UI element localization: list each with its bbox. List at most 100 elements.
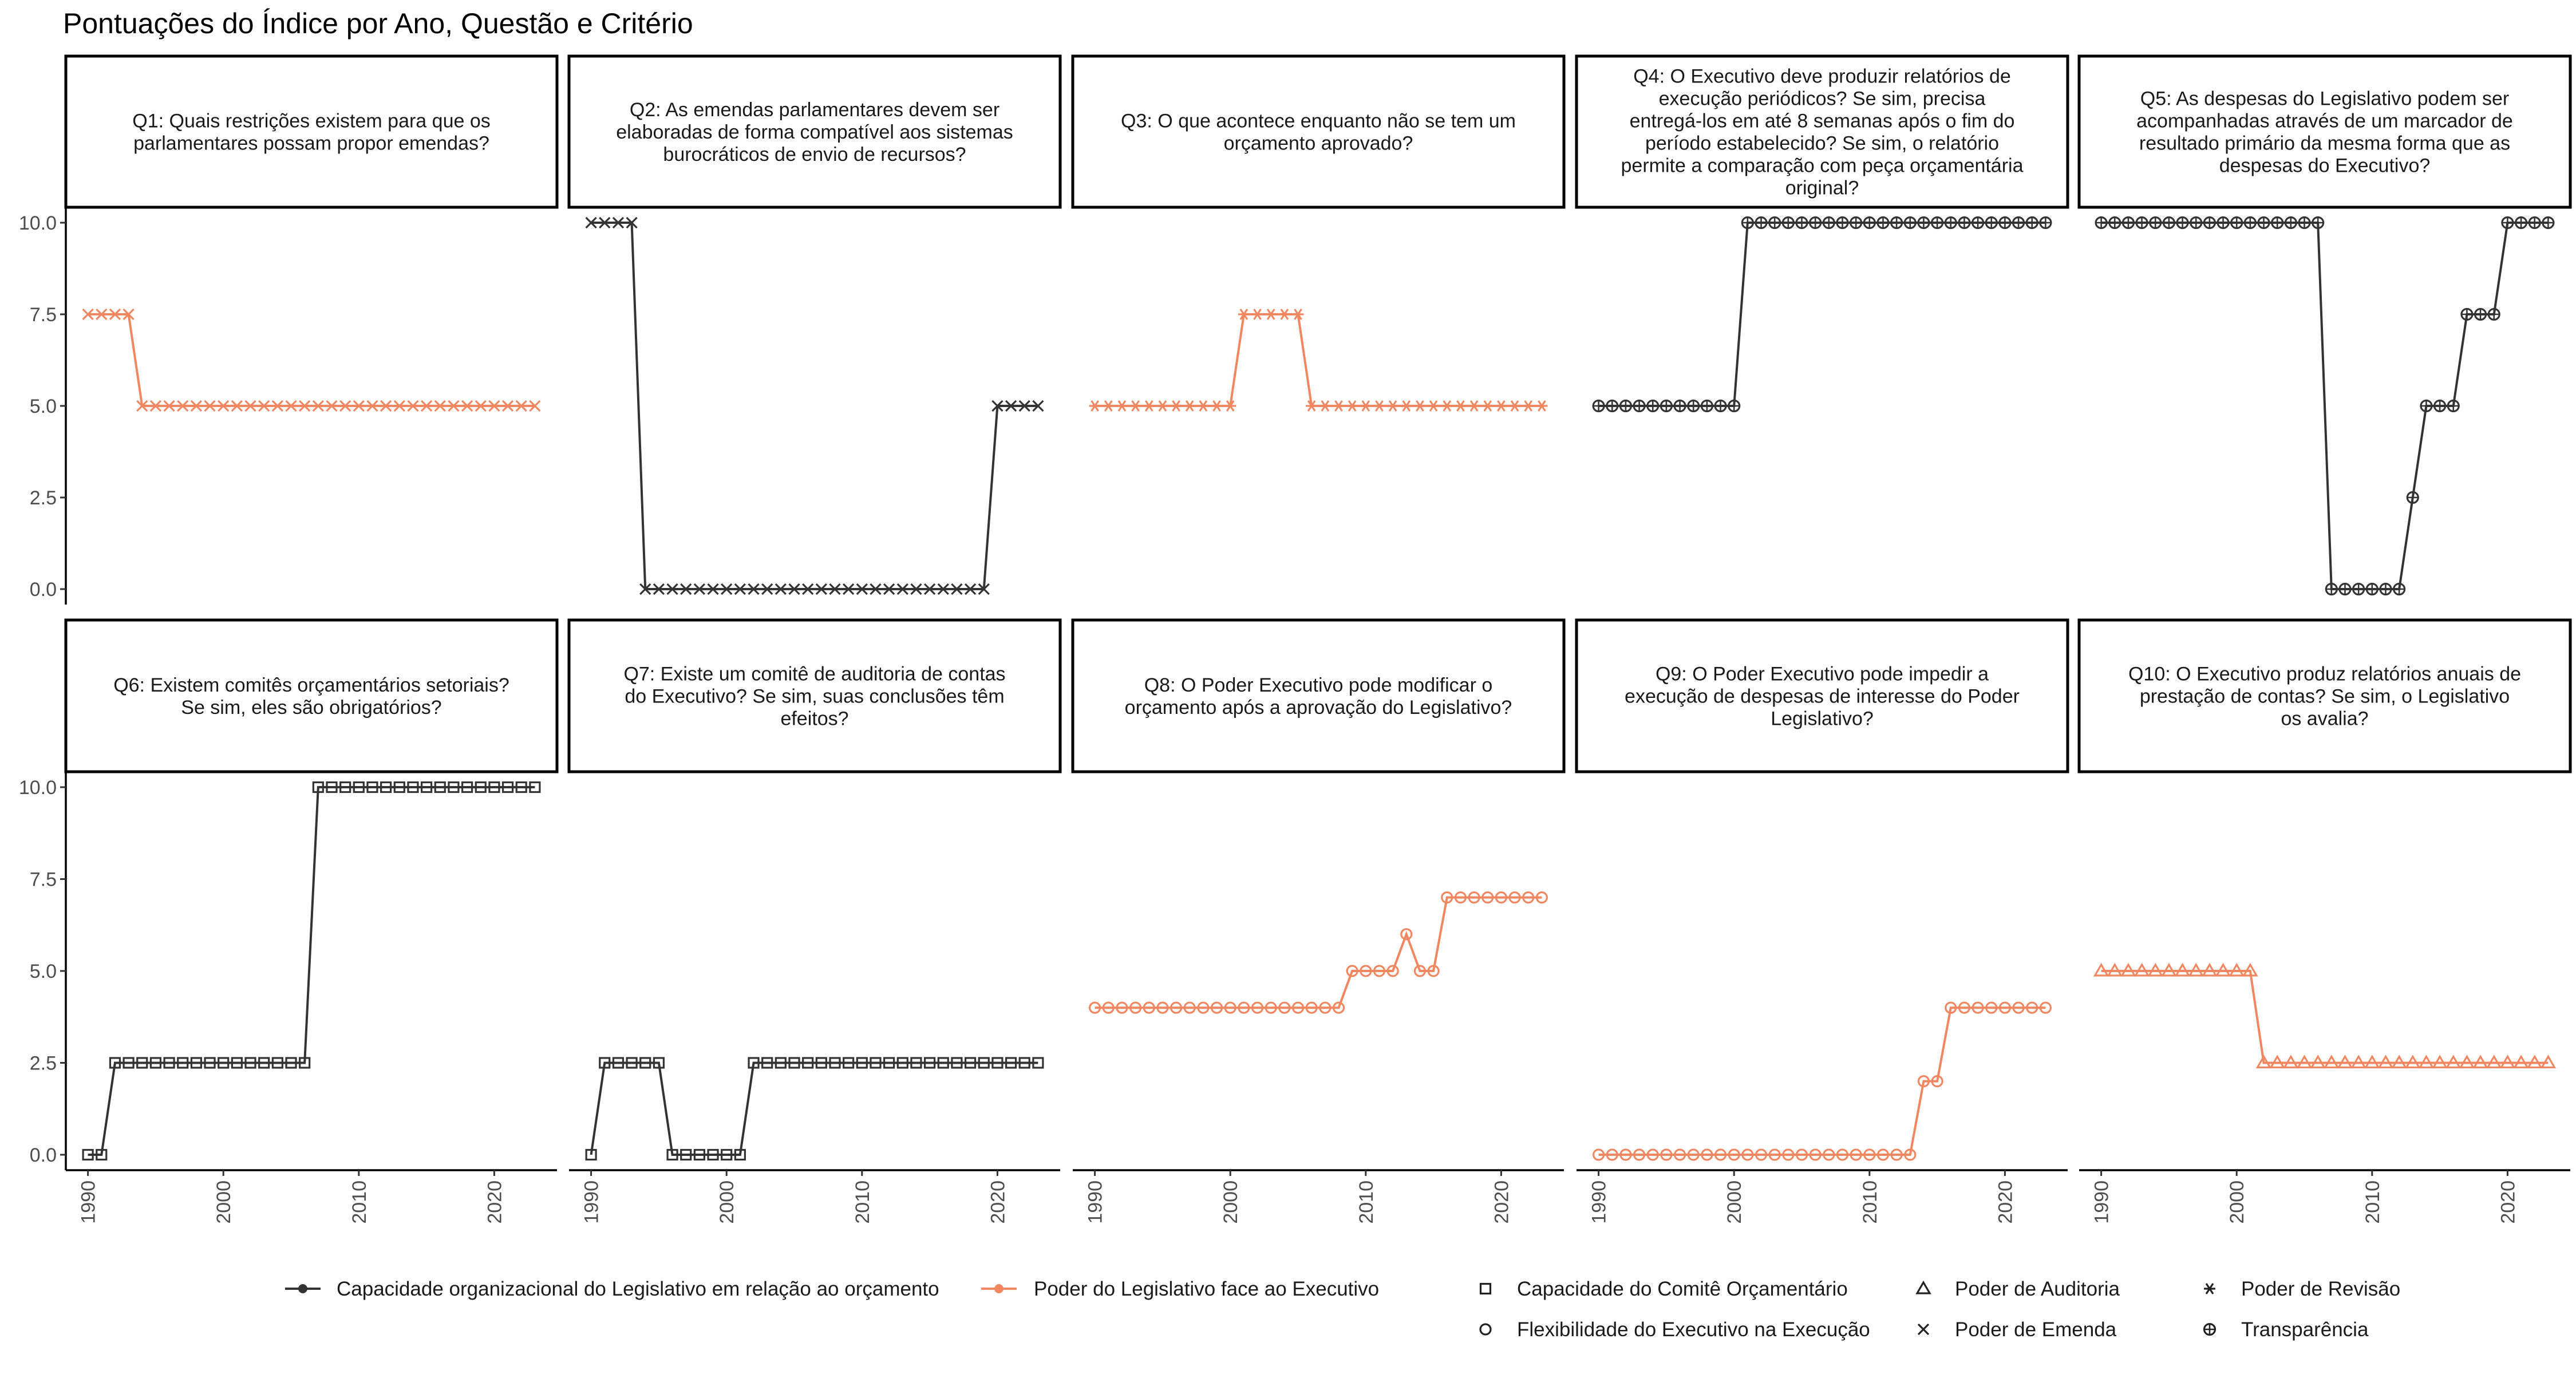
data-point bbox=[96, 1148, 108, 1161]
data-point bbox=[1224, 400, 1236, 412]
data-point bbox=[475, 400, 487, 412]
data-point bbox=[218, 400, 230, 412]
facet-strip-label: Q8: O Poder Executivo pode modificar o or… bbox=[1125, 674, 1512, 718]
data-point bbox=[96, 308, 108, 321]
data-point bbox=[339, 400, 351, 412]
facet-strip bbox=[1575, 618, 2069, 773]
data-point bbox=[271, 400, 283, 412]
data-point bbox=[1701, 1148, 1713, 1161]
legend-key-x bbox=[1917, 1323, 1930, 1336]
data-point bbox=[488, 781, 500, 793]
data-point bbox=[204, 400, 216, 412]
data-point bbox=[896, 583, 908, 595]
data-point bbox=[937, 583, 949, 595]
data-point bbox=[2486, 1055, 2502, 1069]
legend-key-dot bbox=[298, 1284, 307, 1293]
x-tick-label: 2000 bbox=[2226, 1180, 2248, 1224]
legend-item-circle: Flexibilidade do Executivo na Execução bbox=[1479, 1318, 1870, 1341]
data-point bbox=[1319, 1001, 1332, 1014]
data-point bbox=[1183, 1001, 1196, 1014]
data-point bbox=[2188, 962, 2204, 977]
data-point bbox=[2149, 216, 2162, 230]
data-point bbox=[1876, 216, 1890, 230]
data-point bbox=[1714, 1148, 1727, 1161]
data-point bbox=[1646, 1148, 1659, 1161]
legend-item-asterisk: Poder de Revisão bbox=[2204, 1278, 2400, 1300]
data-point bbox=[1170, 400, 1182, 412]
data-point bbox=[1184, 400, 1196, 412]
data-point bbox=[870, 583, 882, 595]
data-point bbox=[1129, 1001, 1142, 1014]
data-point bbox=[448, 400, 460, 412]
data-point bbox=[843, 1057, 855, 1069]
data-point bbox=[1306, 400, 1318, 412]
data-point bbox=[1481, 891, 1494, 904]
data-point bbox=[380, 781, 392, 793]
legend-label: Capacidade organizacional do Legislativo… bbox=[337, 1278, 939, 1300]
x-tick-label: 2000 bbox=[1724, 1180, 1745, 1224]
facet-panel-q6: Q6: Existem comitês orçamentários setori… bbox=[19, 618, 559, 1224]
data-point bbox=[910, 1057, 922, 1069]
data-point bbox=[515, 781, 527, 793]
data-point bbox=[761, 583, 773, 595]
data-point bbox=[1332, 1001, 1345, 1014]
data-point bbox=[1755, 216, 1768, 230]
data-point bbox=[1890, 216, 1903, 230]
facet-panel-q2: Q2: As emendas parlamentares devem ser el… bbox=[567, 54, 1062, 595]
y-tick-label: 2.5 bbox=[30, 1053, 57, 1075]
data-point bbox=[1673, 399, 1686, 413]
data-point bbox=[666, 1148, 678, 1161]
series-line bbox=[1598, 222, 2046, 407]
data-point bbox=[775, 583, 787, 595]
data-point bbox=[964, 1057, 977, 1069]
data-point bbox=[82, 308, 94, 321]
data-point bbox=[1278, 1001, 1291, 1014]
data-point bbox=[1592, 399, 1605, 413]
data-point bbox=[2474, 307, 2487, 321]
data-point bbox=[1495, 400, 1507, 412]
data-point bbox=[2093, 962, 2109, 977]
data-point bbox=[1319, 400, 1331, 412]
facet-panel-q10: Q10: O Executivo produz relatórios anuai… bbox=[2077, 618, 2572, 1224]
x-tick-label: 1990 bbox=[2091, 1180, 2113, 1224]
data-point bbox=[2325, 582, 2338, 596]
data-point bbox=[1509, 400, 1521, 412]
data-point bbox=[312, 400, 324, 412]
data-point bbox=[1741, 1148, 1754, 1161]
data-point bbox=[1333, 400, 1345, 412]
data-point bbox=[1633, 1148, 1646, 1161]
data-point bbox=[1156, 400, 1168, 412]
legend-key-asterisk bbox=[2204, 1283, 2215, 1294]
data-point bbox=[721, 1148, 733, 1161]
data-point bbox=[761, 1057, 773, 1069]
data-point bbox=[1005, 1057, 1017, 1069]
data-point bbox=[2203, 216, 2216, 230]
data-point bbox=[775, 1057, 787, 1069]
data-point bbox=[666, 583, 678, 595]
data-point bbox=[1660, 1148, 1673, 1161]
data-point bbox=[2513, 1055, 2529, 1069]
legend-key-square bbox=[1479, 1282, 1492, 1295]
facet-strip bbox=[1071, 54, 1566, 209]
data-point bbox=[1481, 400, 1494, 412]
data-point bbox=[177, 1057, 189, 1069]
data-point bbox=[380, 400, 392, 412]
data-point bbox=[1904, 1148, 1917, 1161]
chart-title: Pontuações do Índice por Ano, Questão e … bbox=[63, 7, 693, 40]
data-point bbox=[2460, 307, 2474, 321]
data-point bbox=[1890, 1148, 1903, 1161]
data-point bbox=[2108, 216, 2121, 230]
data-point bbox=[2405, 1055, 2421, 1069]
data-point bbox=[2433, 399, 2447, 413]
legend-label: Poder de Emenda bbox=[1955, 1318, 2117, 1341]
data-point bbox=[2310, 1055, 2326, 1069]
data-point bbox=[2161, 962, 2177, 977]
data-point bbox=[123, 1057, 135, 1069]
facet-panel-q4: Q4: O Executivo deve produzir relatórios… bbox=[1575, 54, 2069, 413]
facet-strip-label: Q3: O que acontece enquanto não se tem u… bbox=[1121, 110, 1516, 155]
data-point bbox=[1116, 400, 1128, 412]
data-point bbox=[1619, 1148, 1632, 1161]
data-point bbox=[1850, 216, 1863, 230]
data-point bbox=[1619, 399, 1633, 413]
data-point bbox=[1455, 400, 1467, 412]
